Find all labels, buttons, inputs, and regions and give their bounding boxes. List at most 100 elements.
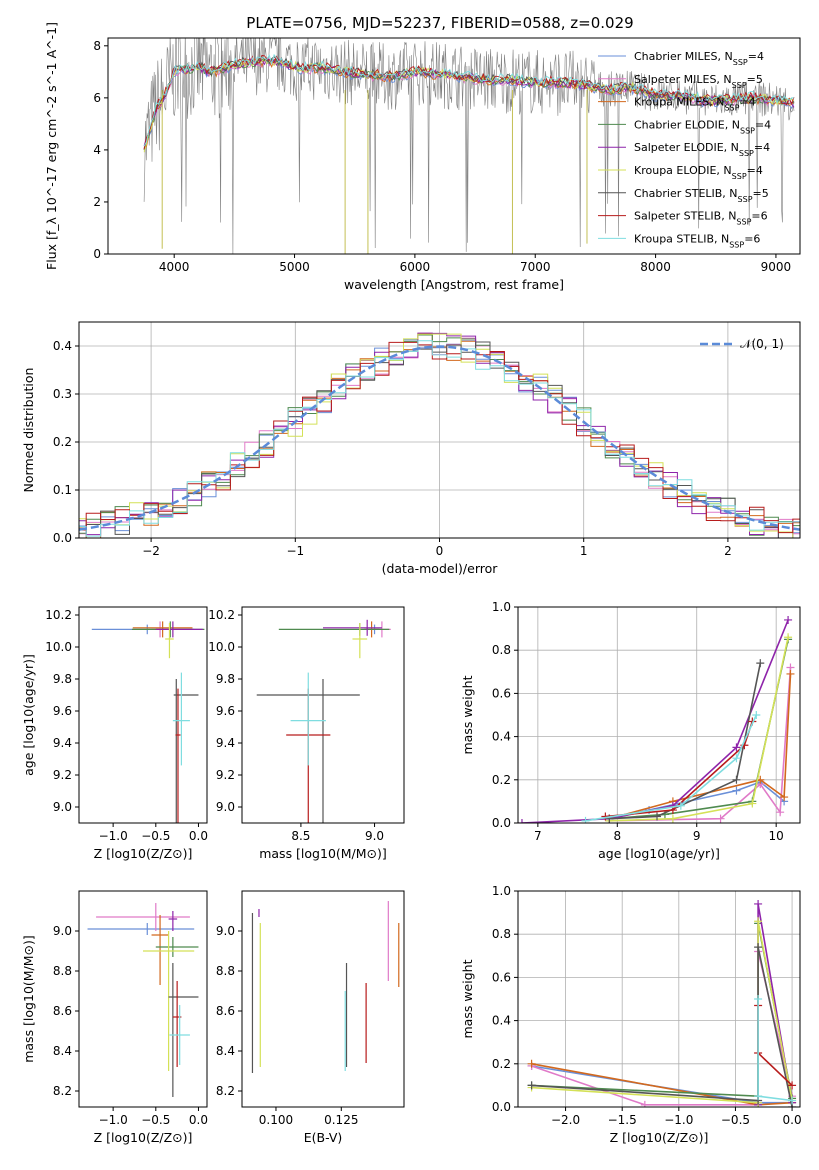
model-spectrum-line (143, 57, 795, 151)
weight-point-marker (784, 633, 793, 642)
y-tick-label: 0.2 (53, 435, 72, 449)
legend-label: Chabrier ELODIE, NSSP=4 (634, 118, 771, 135)
x-tick-label: 4000 (159, 260, 190, 274)
weight-series-line (531, 1063, 793, 1106)
x-axis-label: Z [log10(Z/Z⊙)] (610, 1130, 709, 1145)
x-tick-label: 8.5 (291, 829, 310, 843)
y-tick-label: 9.0 (53, 924, 72, 938)
legend-subscript: SSP (729, 240, 744, 249)
legend-suffix: =4 (747, 164, 763, 177)
y-tick-label: 0 (93, 247, 101, 261)
weight-point-marker (732, 775, 741, 784)
x-tick-label: 0.100 (259, 1113, 293, 1127)
weight-point-marker (640, 1100, 649, 1107)
legend-suffix: =4 (755, 118, 771, 131)
weight-point-marker (788, 1096, 797, 1105)
weight-point-marker (780, 793, 789, 802)
x-tick-label: 9.0 (365, 829, 384, 843)
y-tick-label: 9.0 (216, 800, 235, 814)
y-tick-label: 0.6 (492, 686, 511, 700)
y-axis-label: mass weight (460, 959, 475, 1038)
weight-lines (518, 615, 795, 823)
weight-point-marker (754, 943, 763, 952)
histogram-series (79, 334, 800, 536)
errorbars (87, 903, 199, 1097)
age-vs-Z-chart: −1.0 −0.5 0.0 9.0 9.2 9.4 9.6 9.8 10.0 10.2 Z [log… (21, 606, 208, 861)
weight-point-marker (732, 786, 741, 795)
weight-point-marker (754, 995, 763, 1003)
y-tick-label: 8 (93, 39, 101, 53)
y-tick-label: 9.2 (53, 768, 72, 782)
y-axis-label: Normed distribution (21, 368, 36, 493)
weight-point-marker (776, 808, 785, 817)
histogram-series (79, 332, 800, 538)
errorbars (91, 621, 205, 823)
y-tick-label: 9.0 (53, 800, 72, 814)
y-axis-label: mass [log10(M/M⊙)] (21, 935, 36, 1063)
legend-suffix: =4 (748, 50, 764, 63)
legend-suffix: =6 (744, 232, 760, 245)
legend-label: Salpeter MILES, NSSP=5 (634, 73, 763, 90)
y-tick-label: 9.8 (216, 672, 235, 686)
residuals-chart: −2 −1 0 1 2 0.0 0.1 0.2 0.3 0.4 (data-model)/error… (21, 321, 801, 576)
weight-point-marker (716, 814, 725, 823)
y-tick-label: 0.3 (53, 387, 72, 401)
weight-vs-Z-chart: −2.0 −1.5 −1.0 −0.5 0.0 0.0 0.2 0.4 0.6 0.8 1.0 Z [… (460, 884, 802, 1145)
x-tick-label: 5000 (279, 260, 310, 274)
weight-series-line (609, 667, 792, 822)
y-tick-label: 10.0 (45, 640, 72, 654)
y-tick-label: 0.6 (492, 970, 511, 984)
model-spectrum-line (143, 54, 795, 150)
page-title: PLATE=0756, MJD=52237, FIBERID=0588, z=0… (246, 14, 633, 32)
x-axis-label: E(B-V) (304, 1130, 343, 1145)
x-axis-label: Z [log10(Z/Z⊙)] (94, 846, 193, 861)
y-axis-label: age [log10(age/yr)] (21, 654, 36, 776)
x-tick-label: −1 (286, 544, 304, 558)
errorbars (256, 619, 391, 823)
spectrum-data (143, 38, 795, 254)
y-tick-label: 9.4 (216, 736, 235, 750)
y-tick-label: 8.6 (53, 1004, 72, 1018)
y-tick-label: 1.0 (492, 884, 511, 898)
weight-vs-age-chart: 7 8 9 10 0.0 0.2 0.4 0.6 0.8 1.0 age [log10(age/yr… (460, 600, 801, 861)
legend-label: Kroupa STELIB, NSSP=6 (634, 232, 760, 249)
x-axis-label: age [log10(age/yr)] (598, 846, 720, 861)
weight-series-line (609, 637, 789, 822)
x-tick-label: −2 (142, 544, 160, 558)
x-tick-label: 6000 (400, 260, 431, 274)
weight-series-line (531, 951, 793, 1106)
model-spectrum-line (143, 53, 795, 147)
axes-frame (107, 37, 801, 255)
x-tick-label: −1.0 (664, 1113, 693, 1127)
x-tick-label: 0.0 (189, 829, 208, 843)
y-tick-label: 0.8 (492, 927, 511, 941)
weight-point-marker (788, 1081, 797, 1090)
weight-point-marker (754, 899, 763, 908)
y-tick-label: 9.0 (216, 924, 235, 938)
spectrum-legend: Chabrier MILES, NSSP=4 Salpeter MILES, NS… (598, 50, 771, 249)
legend-subscript: SSP (738, 194, 753, 203)
x-axis-label: wavelength [Angstrom, rest frame] (344, 277, 564, 292)
y-tick-label: 8.8 (53, 964, 72, 978)
weight-series-line (605, 721, 754, 818)
legend-subscript: SSP (739, 149, 754, 158)
weight-point-marker (786, 669, 795, 678)
age-vs-mass-chart: 8.5 9.0 9.0 9.2 9.4 9.6 9.8 10.0 10.2 mass [log10… (208, 606, 405, 861)
legend-subscript: SSP (732, 80, 747, 89)
x-axis-label: (data-model)/error (382, 561, 499, 576)
weight-point-marker (527, 1081, 536, 1090)
x-tick-label: 0.0 (783, 1113, 802, 1127)
axes-frame (241, 606, 405, 824)
x-tick-label: 0.125 (324, 1113, 358, 1127)
legend-subscript: SSP (724, 103, 739, 112)
x-tick-label: 8000 (640, 260, 671, 274)
y-tick-label: 10.2 (45, 608, 72, 622)
y-tick-label: 6 (93, 91, 101, 105)
legend-label: Salpeter STELIB, NSSP=6 (634, 210, 768, 227)
x-tick-label: 9000 (761, 260, 792, 274)
y-tick-label: 0.0 (53, 531, 72, 545)
histograms (79, 332, 800, 538)
y-tick-label: 8.2 (216, 1084, 235, 1098)
legend-subscript: SSP (740, 126, 755, 135)
axes-frame (241, 890, 405, 1108)
